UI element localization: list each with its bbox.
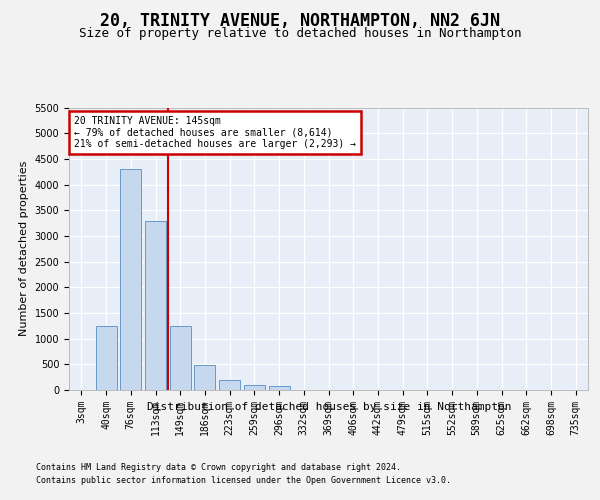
Text: Contains public sector information licensed under the Open Government Licence v3: Contains public sector information licen… xyxy=(36,476,451,485)
Y-axis label: Number of detached properties: Number of detached properties xyxy=(19,161,29,336)
Bar xyxy=(219,380,240,390)
Bar xyxy=(194,366,215,390)
Bar xyxy=(170,326,191,390)
Bar xyxy=(95,326,116,390)
Bar xyxy=(120,169,141,390)
Text: Contains HM Land Registry data © Crown copyright and database right 2024.: Contains HM Land Registry data © Crown c… xyxy=(36,462,401,471)
Bar xyxy=(244,385,265,390)
Text: 20, TRINITY AVENUE, NORTHAMPTON, NN2 6JN: 20, TRINITY AVENUE, NORTHAMPTON, NN2 6JN xyxy=(100,12,500,30)
Text: Distribution of detached houses by size in Northampton: Distribution of detached houses by size … xyxy=(146,402,511,412)
Text: 20 TRINITY AVENUE: 145sqm
← 79% of detached houses are smaller (8,614)
21% of se: 20 TRINITY AVENUE: 145sqm ← 79% of detac… xyxy=(74,116,356,149)
Bar xyxy=(269,386,290,390)
Bar xyxy=(145,220,166,390)
Text: Size of property relative to detached houses in Northampton: Size of property relative to detached ho… xyxy=(79,28,521,40)
